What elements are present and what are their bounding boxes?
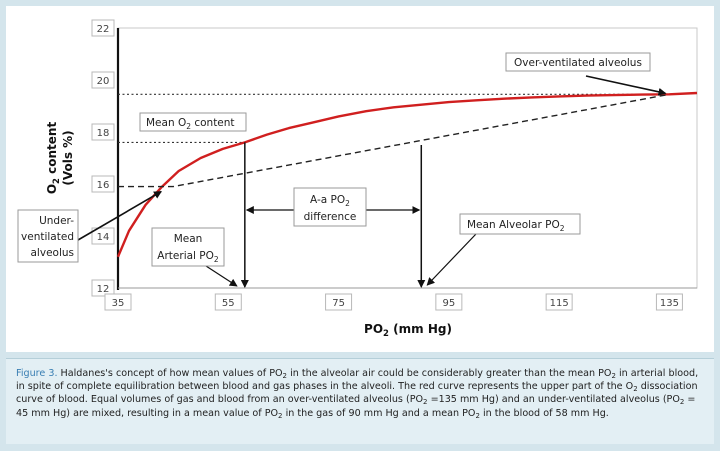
mean-o2-content-label-text: Mean O bbox=[146, 117, 186, 129]
y-tick-box bbox=[91, 19, 115, 37]
mean-alveolar-label-arrow bbox=[426, 233, 477, 286]
mean-arterial-label: Arterial PO2 bbox=[157, 250, 219, 264]
caption-text: in the alveolar air could be considerabl… bbox=[287, 368, 612, 379]
y-tick-box bbox=[91, 71, 115, 89]
y-tick-box bbox=[91, 123, 115, 141]
x-tick-label: 115 bbox=[550, 298, 569, 309]
caption-subscript: 2 bbox=[423, 398, 428, 407]
y-tick-label: 22 bbox=[97, 24, 110, 35]
x-tick-label: 75 bbox=[332, 298, 345, 309]
under-ventilated-label: Under- bbox=[39, 215, 74, 227]
mean-o2-content-label-text: content bbox=[191, 117, 235, 129]
y-axis-title-subscript: 2 bbox=[52, 178, 62, 184]
x-tick-label: 135 bbox=[660, 298, 679, 309]
caption-subscript: 2 bbox=[633, 385, 638, 394]
x-tick-box bbox=[545, 293, 573, 311]
caption-text: in arterial blood, in spite of complete … bbox=[16, 368, 699, 393]
over-ventilated-box bbox=[505, 52, 651, 72]
x-axis-title-text: PO bbox=[364, 322, 383, 336]
aa-difference-box bbox=[293, 187, 367, 227]
y-axis-title-line1: O2 content bbox=[45, 122, 62, 195]
aa-difference-label-subscript: 2 bbox=[345, 199, 350, 208]
dissociation-curve-series bbox=[116, 91, 698, 258]
x-tick-box bbox=[655, 293, 683, 311]
y-axis-title-line2: (Vols %) bbox=[61, 130, 75, 185]
y-tick-label: 20 bbox=[97, 76, 110, 87]
mean-alveolar-label: Mean Alveolar PO2 bbox=[467, 219, 565, 233]
mean-alveolar-label-subscript: 2 bbox=[560, 224, 565, 233]
mean-alveolar-box bbox=[459, 213, 581, 235]
y-tick-label: 14 bbox=[97, 232, 110, 243]
mean-arterial-label-subscript: 2 bbox=[214, 255, 219, 264]
y-tick-label: 16 bbox=[97, 180, 110, 191]
caption-text: in the blood of 58 mm Hg. bbox=[479, 407, 609, 419]
under-ventilated-box bbox=[17, 209, 79, 263]
mean-arterial-label-text: Arterial PO bbox=[157, 250, 214, 262]
y-tick-box bbox=[91, 227, 115, 245]
caption-subscript: 2 bbox=[611, 372, 616, 380]
mixing-line-series bbox=[118, 93, 670, 188]
caption-text: =135 mm Hg) and an under-ventilated alve… bbox=[427, 394, 680, 406]
mean-arterial-label-arrow bbox=[205, 265, 238, 287]
y-tick-box bbox=[91, 279, 115, 297]
under-ventilated-label: alveolus bbox=[31, 247, 75, 259]
y-tick-label: 12 bbox=[97, 284, 110, 295]
x-tick-box bbox=[214, 293, 242, 311]
caption-text: = 45 mm Hg) are mixed, resulting in a me… bbox=[16, 394, 696, 419]
caption-label: Figure 3. bbox=[16, 368, 58, 379]
caption-subscript: 2 bbox=[282, 372, 288, 380]
over-ventilated-arrow bbox=[585, 75, 667, 96]
x-tick-label: 35 bbox=[112, 298, 125, 309]
x-tick-label: 95 bbox=[442, 298, 455, 309]
caption-text: Haldanes's concept of how mean values of… bbox=[57, 368, 283, 379]
caption-subscript: 2 bbox=[679, 398, 685, 407]
aa-difference-label-text: A-a PO bbox=[310, 194, 345, 206]
y-axis-title-text: O bbox=[45, 184, 59, 194]
aa-difference-label: difference bbox=[304, 211, 357, 223]
x-axis-title-subscript: 2 bbox=[383, 329, 389, 339]
caption-subscript: 2 bbox=[278, 411, 283, 420]
x-tick-label: 55 bbox=[222, 298, 235, 309]
mean-arterial-label: Mean bbox=[174, 233, 203, 245]
x-tick-box bbox=[325, 293, 353, 311]
y-tick-box bbox=[91, 175, 115, 193]
caption-text: in the gas of 90 mm Hg and a mean PO bbox=[282, 407, 476, 419]
x-axis-title-text: (mm Hg) bbox=[389, 322, 452, 336]
figure-caption: Figure 3. Haldanes's concept of how mean… bbox=[6, 358, 714, 444]
figure-panel: 12 14 16 18 20 22 35 55 75 95 115 135 Over-ventilat… bbox=[6, 6, 714, 352]
mean-o2-content-label-subscript: 2 bbox=[186, 122, 191, 131]
mean-arterial-box bbox=[151, 227, 225, 267]
x-axis-title: PO2 (mm Hg) bbox=[364, 322, 452, 339]
y-tick-label: 18 bbox=[97, 128, 110, 139]
over-ventilated-label: Over-ventilated alveolus bbox=[514, 57, 642, 69]
mean-alveolar-label-text: Mean Alveolar PO bbox=[467, 219, 560, 231]
caption-subscript: 2 bbox=[475, 411, 480, 420]
x-tick-box bbox=[104, 293, 132, 311]
caption-text: dissociation curve of blood. Equal volum… bbox=[16, 381, 698, 406]
mean-o2-content-box bbox=[139, 112, 247, 132]
y-axis-title: O2 content (Vols %) bbox=[45, 122, 75, 195]
under-ventilated-label: ventilated bbox=[21, 231, 74, 243]
mean-o2-content-label: Mean O2 content bbox=[146, 117, 235, 131]
x-tick-box bbox=[435, 293, 463, 311]
y-axis-title-text: content bbox=[45, 122, 59, 178]
under-ventilated-arrow bbox=[77, 190, 163, 241]
aa-difference-label: A-a PO2 bbox=[310, 194, 350, 208]
